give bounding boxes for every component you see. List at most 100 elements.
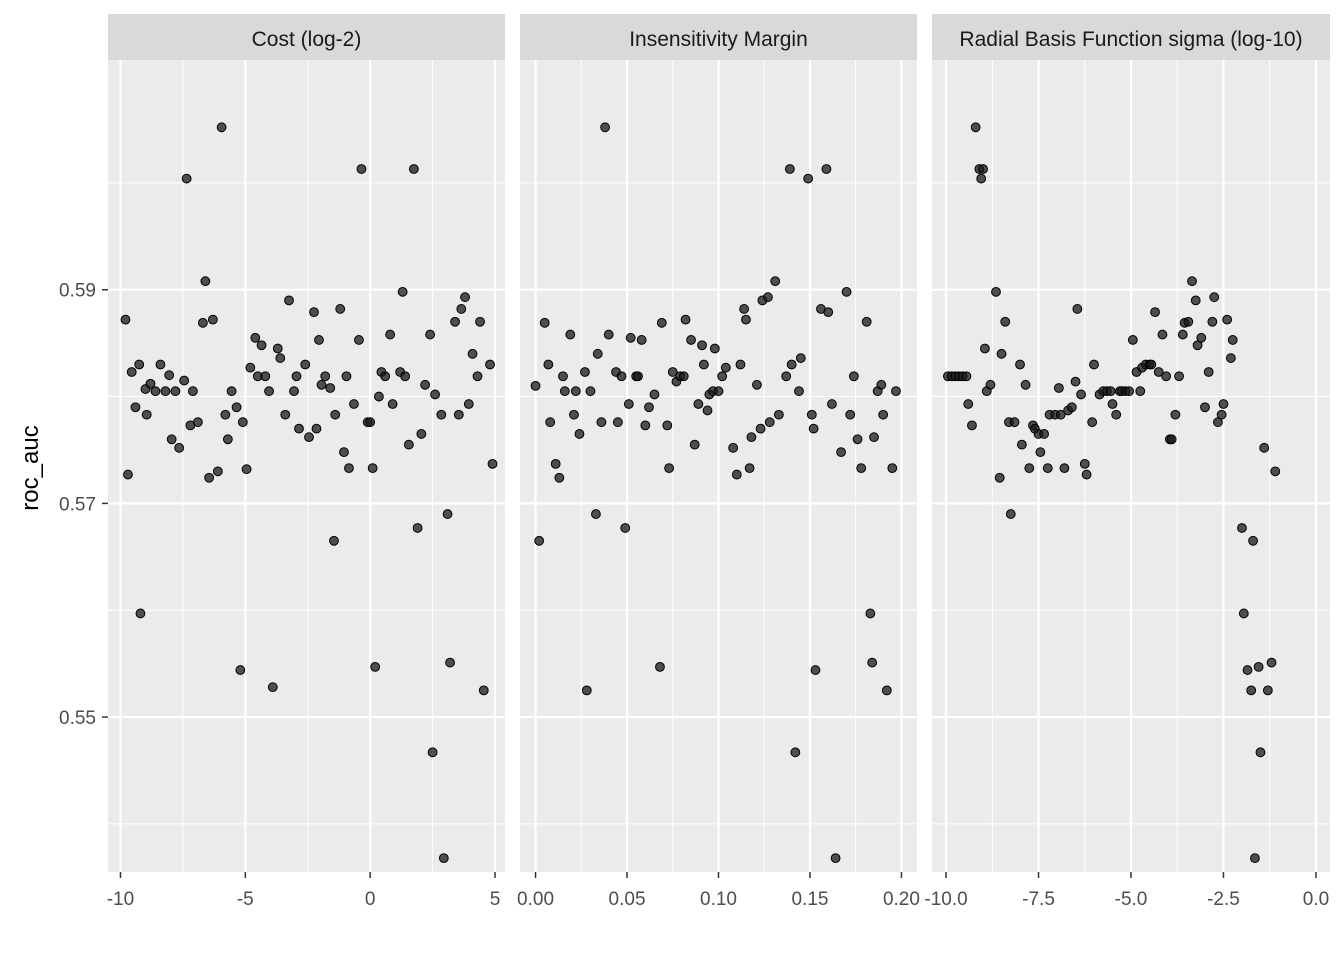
data-point xyxy=(341,371,352,382)
data-point xyxy=(644,402,654,413)
data-point xyxy=(192,417,203,428)
data-point xyxy=(403,439,414,450)
data-point xyxy=(1111,409,1122,420)
data-point xyxy=(1227,335,1238,345)
data-point xyxy=(416,429,427,439)
data-point xyxy=(430,389,440,400)
data-point xyxy=(472,371,483,382)
data-point xyxy=(752,379,762,390)
data-point xyxy=(1015,359,1025,370)
data-point xyxy=(697,340,707,351)
data-point xyxy=(445,657,455,668)
facet-strip xyxy=(520,14,917,60)
data-point xyxy=(848,371,859,382)
data-point xyxy=(781,371,792,382)
x-tick-label: 0.05 xyxy=(609,889,646,910)
data-point xyxy=(320,371,331,382)
data-point xyxy=(1266,657,1277,668)
data-point xyxy=(1042,463,1053,474)
data-point xyxy=(994,472,1005,483)
data-point xyxy=(179,375,190,386)
panels-layer: Cost (log-2) -10 -5 0 5 Insensitivity Margin 0… xyxy=(107,14,1330,910)
data-point xyxy=(453,409,464,420)
data-point xyxy=(1076,389,1086,400)
data-point xyxy=(1066,402,1077,413)
data-point xyxy=(1246,685,1257,696)
data-point xyxy=(786,359,797,370)
data-point xyxy=(438,853,449,864)
data-point xyxy=(1177,329,1188,340)
data-point xyxy=(294,423,304,434)
data-point xyxy=(794,386,804,397)
data-point xyxy=(827,399,837,409)
data-point xyxy=(978,164,988,174)
data-point xyxy=(250,332,261,343)
data-point xyxy=(231,402,242,413)
data-point xyxy=(1166,434,1177,445)
data-point xyxy=(592,348,603,359)
data-point xyxy=(625,332,636,343)
data-point xyxy=(821,164,832,174)
data-point xyxy=(1005,509,1016,519)
data-point xyxy=(530,380,541,391)
data-point xyxy=(1089,359,1099,370)
data-point xyxy=(739,304,750,314)
data-point xyxy=(1059,463,1070,474)
data-point xyxy=(349,399,359,409)
data-point xyxy=(329,535,339,546)
data-point xyxy=(636,335,647,345)
data-point xyxy=(284,295,294,306)
data-point xyxy=(806,409,817,420)
data-point xyxy=(1253,661,1264,672)
data-point xyxy=(1157,329,1168,340)
facet-panel-2: Insensitivity Margin 0.00 0.05 0.10 0.15 0.20 xyxy=(517,14,920,910)
data-point xyxy=(1262,685,1273,696)
data-point xyxy=(181,173,192,184)
data-point xyxy=(810,665,821,675)
facet-strip xyxy=(932,14,1330,60)
data-point xyxy=(120,314,131,325)
x-tick-label: -2.5 xyxy=(1207,889,1240,910)
data-point xyxy=(1200,402,1210,413)
data-point xyxy=(539,317,550,328)
x-tick-label: -10 xyxy=(107,889,134,910)
data-point xyxy=(620,523,631,533)
data-point xyxy=(1183,316,1194,327)
data-point xyxy=(996,348,1007,359)
data-point xyxy=(289,386,299,397)
x-tick-label: 0 xyxy=(365,889,376,910)
data-point xyxy=(1035,447,1046,458)
x-tick-label: 0.15 xyxy=(791,889,828,910)
data-point xyxy=(574,429,585,439)
data-point xyxy=(1150,307,1160,318)
data-point xyxy=(764,417,775,428)
data-point xyxy=(713,386,724,397)
data-point xyxy=(790,747,801,758)
data-point xyxy=(731,469,742,480)
data-point xyxy=(135,608,146,619)
data-point xyxy=(963,399,974,409)
data-point xyxy=(370,661,381,672)
data-point xyxy=(1055,409,1066,420)
data-point xyxy=(559,386,570,397)
data-point xyxy=(226,386,237,397)
data-point xyxy=(852,434,863,445)
data-point xyxy=(200,276,211,287)
data-point xyxy=(565,329,576,340)
x-tick-label: 0.20 xyxy=(883,889,920,910)
data-point xyxy=(961,371,972,382)
data-point xyxy=(664,463,675,474)
data-point xyxy=(166,434,177,445)
data-point xyxy=(325,383,336,393)
data-point xyxy=(316,379,327,390)
data-point xyxy=(1237,523,1247,533)
data-point xyxy=(126,367,137,377)
data-point xyxy=(260,371,271,382)
data-point xyxy=(1053,383,1064,393)
data-point xyxy=(717,371,728,382)
data-point xyxy=(467,348,478,359)
data-point xyxy=(558,371,568,382)
data-point xyxy=(970,122,981,133)
data-point xyxy=(134,359,145,370)
data-point xyxy=(881,685,892,696)
